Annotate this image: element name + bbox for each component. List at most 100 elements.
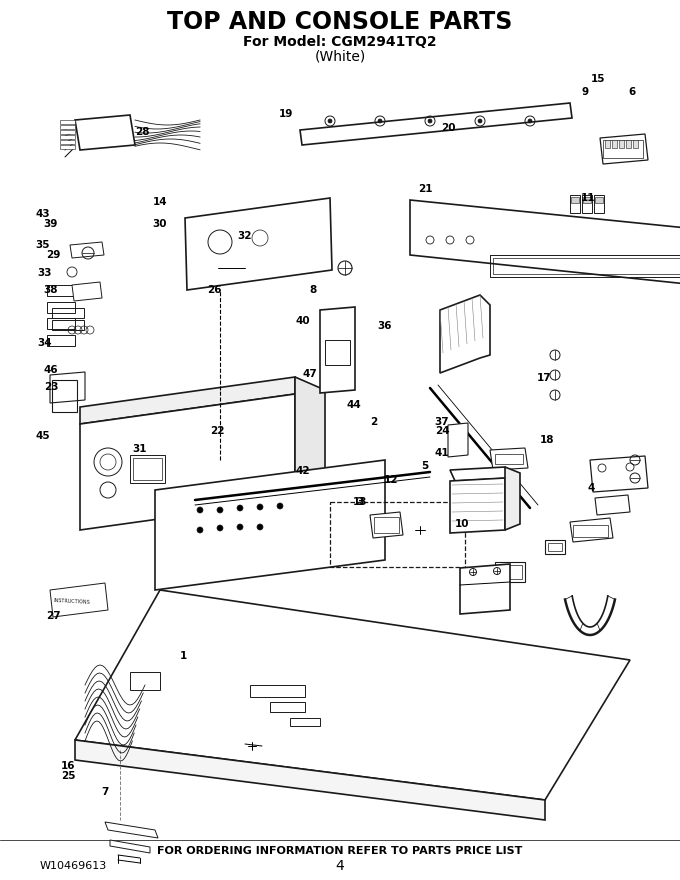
Polygon shape: [75, 115, 135, 150]
Circle shape: [257, 504, 263, 510]
Text: 45: 45: [35, 430, 50, 441]
Bar: [619, 140, 624, 148]
Text: TOP AND CONSOLE PARTS: TOP AND CONSOLE PARTS: [167, 10, 513, 34]
Text: 22: 22: [210, 426, 225, 436]
Text: 12: 12: [384, 474, 398, 485]
Text: (White): (White): [314, 49, 366, 63]
Text: 17: 17: [537, 373, 551, 384]
Text: 40: 40: [295, 316, 310, 326]
Text: 36: 36: [377, 320, 392, 331]
Text: 46: 46: [44, 364, 58, 375]
Text: 3: 3: [357, 496, 364, 507]
Bar: [626, 140, 631, 148]
Polygon shape: [295, 377, 325, 513]
Text: 6: 6: [629, 87, 636, 98]
Polygon shape: [72, 282, 102, 301]
Polygon shape: [80, 394, 295, 530]
Text: 11: 11: [581, 193, 596, 203]
Circle shape: [478, 119, 482, 123]
Polygon shape: [490, 448, 528, 470]
Text: 47: 47: [302, 369, 317, 379]
Polygon shape: [570, 518, 613, 542]
Polygon shape: [370, 512, 403, 538]
Bar: [325, 340, 350, 365]
Bar: [374, 517, 399, 533]
Circle shape: [378, 119, 382, 123]
Circle shape: [217, 507, 223, 513]
Bar: [52, 320, 84, 330]
Bar: [52, 308, 84, 318]
Circle shape: [428, 119, 432, 123]
Circle shape: [328, 119, 332, 123]
Circle shape: [237, 524, 243, 530]
Bar: [52, 380, 77, 412]
Circle shape: [257, 524, 263, 530]
Bar: [130, 455, 165, 483]
Circle shape: [197, 527, 203, 533]
Polygon shape: [155, 460, 385, 590]
Text: FOR ORDERING INFORMATION REFER TO PARTS PRICE LIST: FOR ORDERING INFORMATION REFER TO PARTS …: [157, 846, 523, 856]
Polygon shape: [448, 423, 468, 457]
Text: 4: 4: [336, 859, 344, 873]
Text: 33: 33: [37, 268, 52, 278]
Text: INSTRUCTIONS: INSTRUCTIONS: [54, 598, 90, 605]
Bar: [605, 140, 610, 148]
Bar: [498, 565, 522, 579]
Bar: [545, 540, 565, 554]
Polygon shape: [410, 200, 680, 300]
Text: 42: 42: [295, 466, 310, 476]
Polygon shape: [300, 103, 572, 145]
Polygon shape: [595, 495, 630, 515]
Polygon shape: [320, 307, 355, 393]
Bar: [573, 525, 608, 537]
Bar: [133, 458, 162, 480]
Text: 4: 4: [588, 483, 595, 494]
Polygon shape: [440, 295, 490, 373]
Bar: [612, 140, 617, 148]
Bar: [594, 195, 604, 213]
Bar: [495, 562, 525, 582]
Text: 30: 30: [152, 219, 167, 230]
Bar: [603, 140, 643, 158]
Bar: [60, 140, 75, 144]
Text: 26: 26: [207, 285, 222, 296]
Circle shape: [237, 505, 243, 511]
Polygon shape: [80, 377, 295, 424]
Text: 31: 31: [132, 444, 147, 454]
Polygon shape: [105, 822, 158, 838]
Bar: [633, 140, 638, 148]
Text: 15: 15: [591, 74, 606, 84]
Polygon shape: [450, 467, 510, 481]
Text: 21: 21: [418, 184, 432, 194]
Text: For Model: CGM2941TQ2: For Model: CGM2941TQ2: [243, 35, 437, 49]
Polygon shape: [505, 467, 520, 530]
Bar: [583, 197, 591, 203]
Text: 20: 20: [441, 122, 456, 133]
Text: 18: 18: [540, 435, 555, 445]
Bar: [47, 335, 75, 346]
Circle shape: [277, 503, 283, 509]
Text: 8: 8: [309, 285, 316, 296]
Bar: [495, 454, 523, 464]
Bar: [60, 130, 75, 134]
Polygon shape: [110, 840, 150, 853]
Bar: [47, 318, 75, 329]
Text: 34: 34: [37, 338, 52, 348]
Circle shape: [528, 119, 532, 123]
Text: 24: 24: [435, 426, 449, 436]
Bar: [330, 502, 465, 567]
Bar: [60, 125, 75, 129]
Text: 19: 19: [278, 109, 293, 120]
Text: 37: 37: [435, 417, 449, 428]
Bar: [493, 258, 680, 274]
Polygon shape: [185, 198, 332, 290]
Bar: [570, 195, 580, 213]
Text: 41: 41: [435, 448, 449, 458]
Text: 10: 10: [455, 518, 470, 529]
Text: 14: 14: [152, 197, 167, 208]
Text: 38: 38: [44, 285, 58, 296]
Bar: [595, 197, 603, 203]
Bar: [60, 120, 75, 124]
Polygon shape: [75, 590, 630, 800]
Text: 35: 35: [35, 239, 50, 250]
